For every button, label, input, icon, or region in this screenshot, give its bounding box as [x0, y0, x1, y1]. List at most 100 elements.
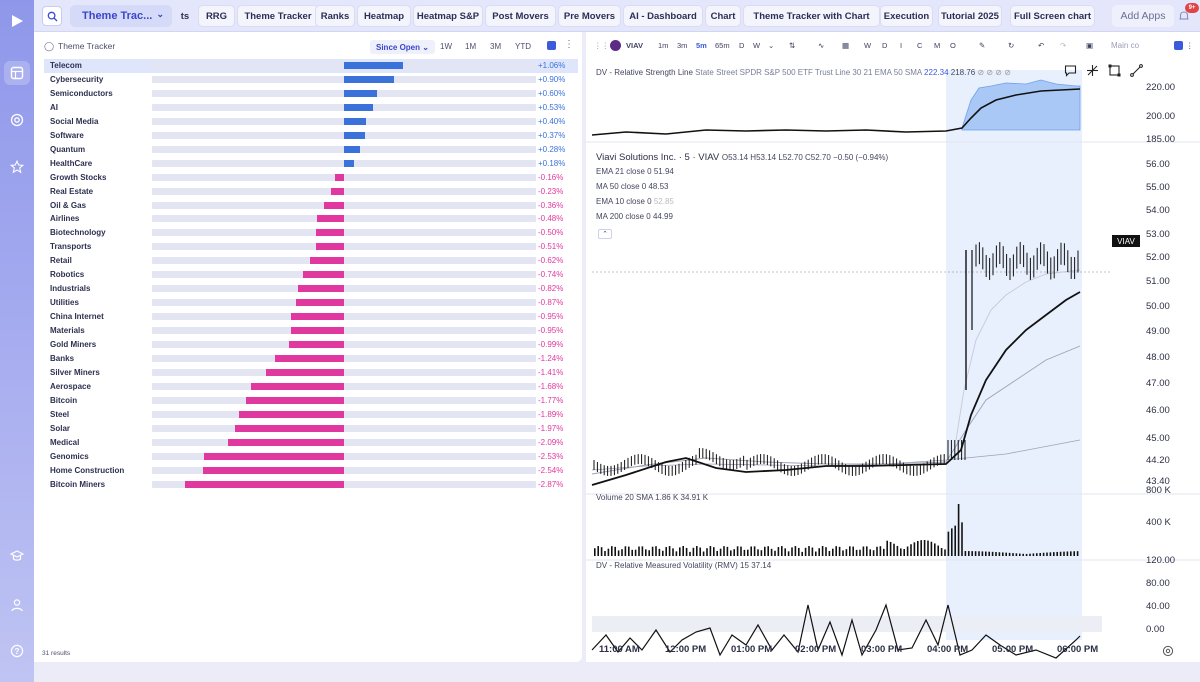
- redo-icon[interactable]: ↷: [1060, 41, 1067, 50]
- theme-row[interactable]: Utilities -0.87%: [44, 296, 578, 310]
- undo-icon[interactable]: ↶: [1038, 41, 1045, 50]
- collapse-legend-button[interactable]: ⌃: [598, 229, 612, 239]
- theme-row[interactable]: Airlines -0.48%: [44, 212, 578, 226]
- search-button[interactable]: [42, 6, 62, 26]
- nav-tab[interactable]: Post Movers: [485, 5, 556, 27]
- theme-row[interactable]: Industrials -0.82%: [44, 282, 578, 296]
- theme-row[interactable]: Solar -1.97%: [44, 422, 578, 436]
- theme-row[interactable]: Robotics -0.74%: [44, 268, 578, 282]
- theme-row[interactable]: Retail -0.62%: [44, 254, 578, 268]
- theme-row[interactable]: Silver Miners -1.41%: [44, 366, 578, 380]
- timeframe-1m[interactable]: 1m: [658, 41, 669, 50]
- refresh-icon[interactable]: ↻: [1008, 41, 1015, 50]
- theme-row[interactable]: Biotechnology -0.50%: [44, 226, 578, 240]
- timeframe-d[interactable]: D: [739, 41, 745, 50]
- nav-tab[interactable]: Tutorial 2025: [938, 5, 1002, 27]
- toolbar-m[interactable]: M: [934, 41, 941, 50]
- indicators-icon[interactable]: ∿: [818, 41, 825, 50]
- theme-row[interactable]: Bitcoin Miners -2.87%: [44, 478, 578, 492]
- target-icon[interactable]: [8, 111, 26, 129]
- theme-row[interactable]: Home Construction -2.54%: [44, 464, 578, 478]
- toolbar-d[interactable]: D: [882, 41, 888, 50]
- theme-row[interactable]: Banks -1.24%: [44, 352, 578, 366]
- nav-tab[interactable]: Execution: [880, 5, 933, 27]
- ticker-symbol[interactable]: VIAV: [626, 41, 643, 50]
- more-options-icon[interactable]: ⋮: [564, 39, 574, 50]
- theme-row[interactable]: Bitcoin -1.77%: [44, 394, 578, 408]
- range-3m[interactable]: 3M: [490, 42, 502, 51]
- range-1m[interactable]: 1M: [465, 42, 477, 51]
- snapshot-icon[interactable]: ▣: [1086, 41, 1094, 50]
- theme-row[interactable]: Quantum +0.28%: [44, 143, 578, 157]
- theme-row[interactable]: China Internet -0.95%: [44, 310, 578, 324]
- draw-icon[interactable]: ✎: [979, 41, 986, 50]
- theme-row[interactable]: Semiconductors +0.60%: [44, 87, 578, 101]
- main-co-label[interactable]: Main co: [1111, 41, 1139, 50]
- nav-tab[interactable]: Pre Movers: [558, 5, 621, 27]
- select-frame-icon[interactable]: [1106, 62, 1122, 78]
- dashboard-icon[interactable]: [4, 61, 30, 85]
- since-open-dropdown[interactable]: Since Open ⌄: [370, 40, 435, 54]
- theme-row[interactable]: Gold Miners -0.99%: [44, 338, 578, 352]
- theme-row[interactable]: Medical -2.09%: [44, 436, 578, 450]
- performance-bar: [309, 257, 344, 265]
- theme-row[interactable]: Steel -1.89%: [44, 408, 578, 422]
- theme-row[interactable]: Telecom +1.06%: [44, 59, 578, 73]
- chart-canvas[interactable]: [586, 60, 1200, 660]
- theme-change-percent: -0.99%: [538, 340, 564, 349]
- theme-row[interactable]: Aerospace -1.68%: [44, 380, 578, 394]
- timeframe-5m[interactable]: 5m: [696, 41, 707, 50]
- nav-tab[interactable]: Heatmap: [357, 5, 411, 27]
- theme-row[interactable]: Oil & Gas -0.36%: [44, 199, 578, 213]
- timeframe-65m[interactable]: 65m: [715, 41, 730, 50]
- compare-icon[interactable]: ⇅: [789, 41, 796, 50]
- settings-icon[interactable]: [1162, 644, 1174, 657]
- help-icon[interactable]: ?: [8, 642, 26, 660]
- nav-tab[interactable]: Full Screen chart: [1010, 5, 1095, 27]
- chevron-down-icon[interactable]: ⌄: [768, 41, 775, 50]
- comment-icon[interactable]: [1062, 62, 1078, 78]
- drag-handle-icon[interactable]: ⋮⋮: [594, 41, 609, 50]
- theme-row[interactable]: Genomics -2.53%: [44, 450, 578, 464]
- nav-tab[interactable]: Heatmap S&P: [413, 5, 483, 27]
- bell-icon[interactable]: [1178, 9, 1190, 21]
- nav-tab[interactable]: RRG: [198, 5, 235, 27]
- nav-tab[interactable]: Chart: [705, 5, 741, 27]
- star-icon[interactable]: [8, 158, 26, 176]
- timeframe-w[interactable]: W: [753, 41, 761, 50]
- crosshair-icon[interactable]: [1084, 62, 1100, 78]
- toolbar-w[interactable]: W: [864, 41, 872, 50]
- theme-row[interactable]: Real Estate -0.23%: [44, 185, 578, 199]
- color-swatch[interactable]: [547, 41, 556, 50]
- theme-row[interactable]: Cybersecurity +0.90%: [44, 73, 578, 87]
- theme-select[interactable]: Theme Trac... ⌄: [70, 5, 172, 27]
- toolbar-c[interactable]: C: [917, 41, 923, 50]
- toolbar-o[interactable]: O: [950, 41, 956, 50]
- range-ytd[interactable]: YTD: [515, 42, 531, 51]
- nav-tab[interactable]: Ranks: [315, 5, 355, 27]
- layout-icon[interactable]: ▦: [842, 41, 850, 50]
- nav-tab[interactable]: Theme Tracker: [237, 5, 319, 27]
- more-options-icon[interactable]: ⋮: [1186, 41, 1194, 50]
- nav-tab[interactable]: ts: [180, 10, 190, 22]
- trendline-icon[interactable]: [1128, 62, 1144, 78]
- performance-bar: [344, 117, 367, 125]
- graduation-icon[interactable]: [8, 547, 26, 565]
- range-1w[interactable]: 1W: [440, 42, 452, 51]
- main-co-swatch[interactable]: [1174, 41, 1183, 50]
- nav-tab[interactable]: Theme Tracker with Chart: [743, 5, 880, 27]
- add-apps-button[interactable]: Add Apps: [1112, 5, 1174, 27]
- theme-row[interactable]: Materials -0.95%: [44, 324, 578, 338]
- toolbar-i[interactable]: I: [900, 41, 903, 50]
- theme-row[interactable]: Software +0.37%: [44, 129, 578, 143]
- theme-row[interactable]: HealthCare +0.18%: [44, 157, 578, 171]
- theme-row[interactable]: AI +0.53%: [44, 101, 578, 115]
- logo-play-icon[interactable]: [8, 12, 26, 30]
- user-icon[interactable]: [8, 596, 26, 614]
- theme-row[interactable]: Transports -0.51%: [44, 240, 578, 254]
- theme-row[interactable]: Social Media +0.40%: [44, 115, 578, 129]
- nav-tab[interactable]: AI - Dashboard: [623, 5, 703, 27]
- legend-toggle-icons[interactable]: ⊘ ⊘ ⊘ ⊘: [977, 68, 1011, 77]
- timeframe-3m[interactable]: 3m: [677, 41, 688, 50]
- theme-row[interactable]: Growth Stocks -0.16%: [44, 171, 578, 185]
